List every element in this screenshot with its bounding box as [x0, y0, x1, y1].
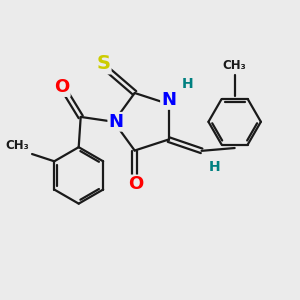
- Text: N: N: [108, 113, 123, 131]
- Text: S: S: [97, 55, 111, 74]
- Text: O: O: [128, 176, 143, 194]
- Text: N: N: [161, 91, 176, 109]
- Text: O: O: [55, 78, 70, 96]
- Text: CH₃: CH₃: [5, 139, 29, 152]
- Text: H: H: [209, 160, 220, 174]
- Text: CH₃: CH₃: [223, 59, 247, 72]
- Text: H: H: [182, 77, 193, 91]
